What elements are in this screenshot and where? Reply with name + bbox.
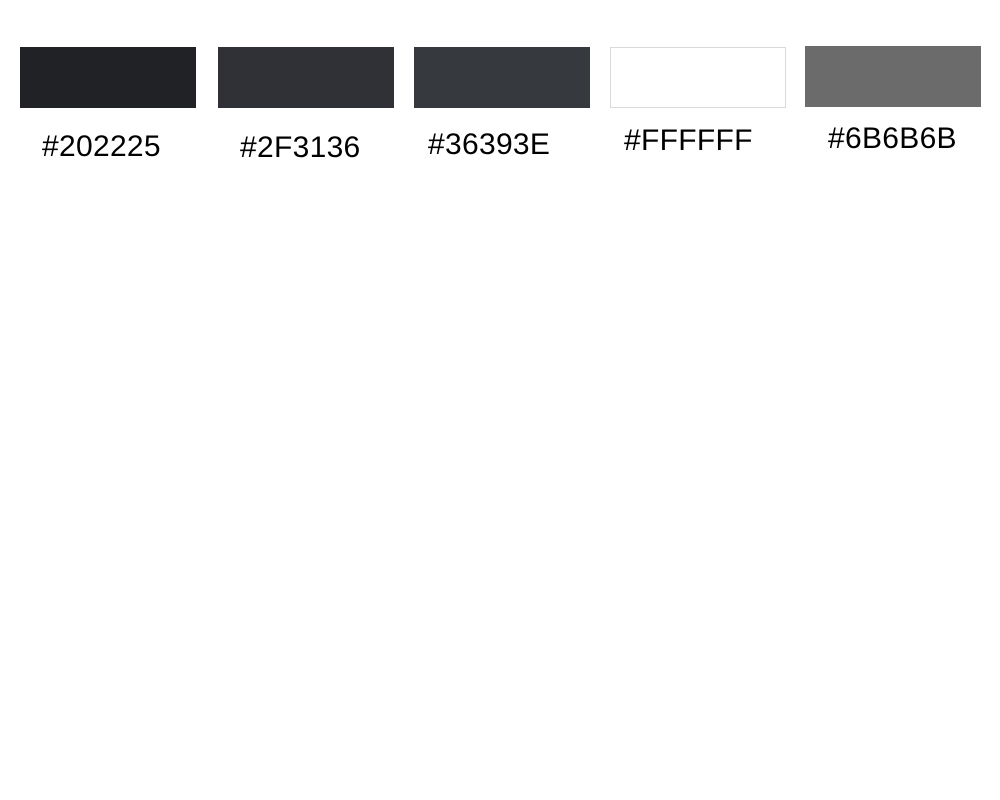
swatch-label-4: #FFFFFF	[624, 124, 753, 157]
swatch-group-2: #2F3136	[218, 47, 394, 164]
color-swatch-3	[414, 47, 590, 108]
color-swatch-1	[20, 47, 196, 108]
swatch-label-3: #36393E	[428, 128, 551, 161]
swatch-group-3: #36393E	[414, 47, 590, 161]
swatch-group-5: #6B6B6B	[805, 46, 981, 155]
swatch-label-1: #202225	[42, 130, 161, 163]
color-swatch-4	[610, 47, 786, 108]
swatch-label-2: #2F3136	[240, 131, 361, 164]
color-swatch-2	[218, 47, 394, 108]
swatch-label-5: #6B6B6B	[828, 122, 957, 155]
swatch-group-4: #FFFFFF	[610, 47, 786, 157]
swatch-group-1: #202225	[20, 47, 196, 163]
color-swatch-5	[805, 46, 981, 107]
